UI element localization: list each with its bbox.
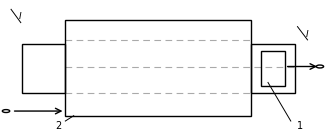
Text: 1: 1 (297, 121, 303, 131)
Text: 2: 2 (56, 121, 62, 131)
Bar (261, 51, 285, 86)
Text: $I$: $I$ (18, 11, 23, 21)
Text: $I$: $I$ (305, 28, 309, 39)
Bar (22, 44, 65, 93)
Bar (251, 44, 295, 93)
Bar (65, 20, 251, 116)
